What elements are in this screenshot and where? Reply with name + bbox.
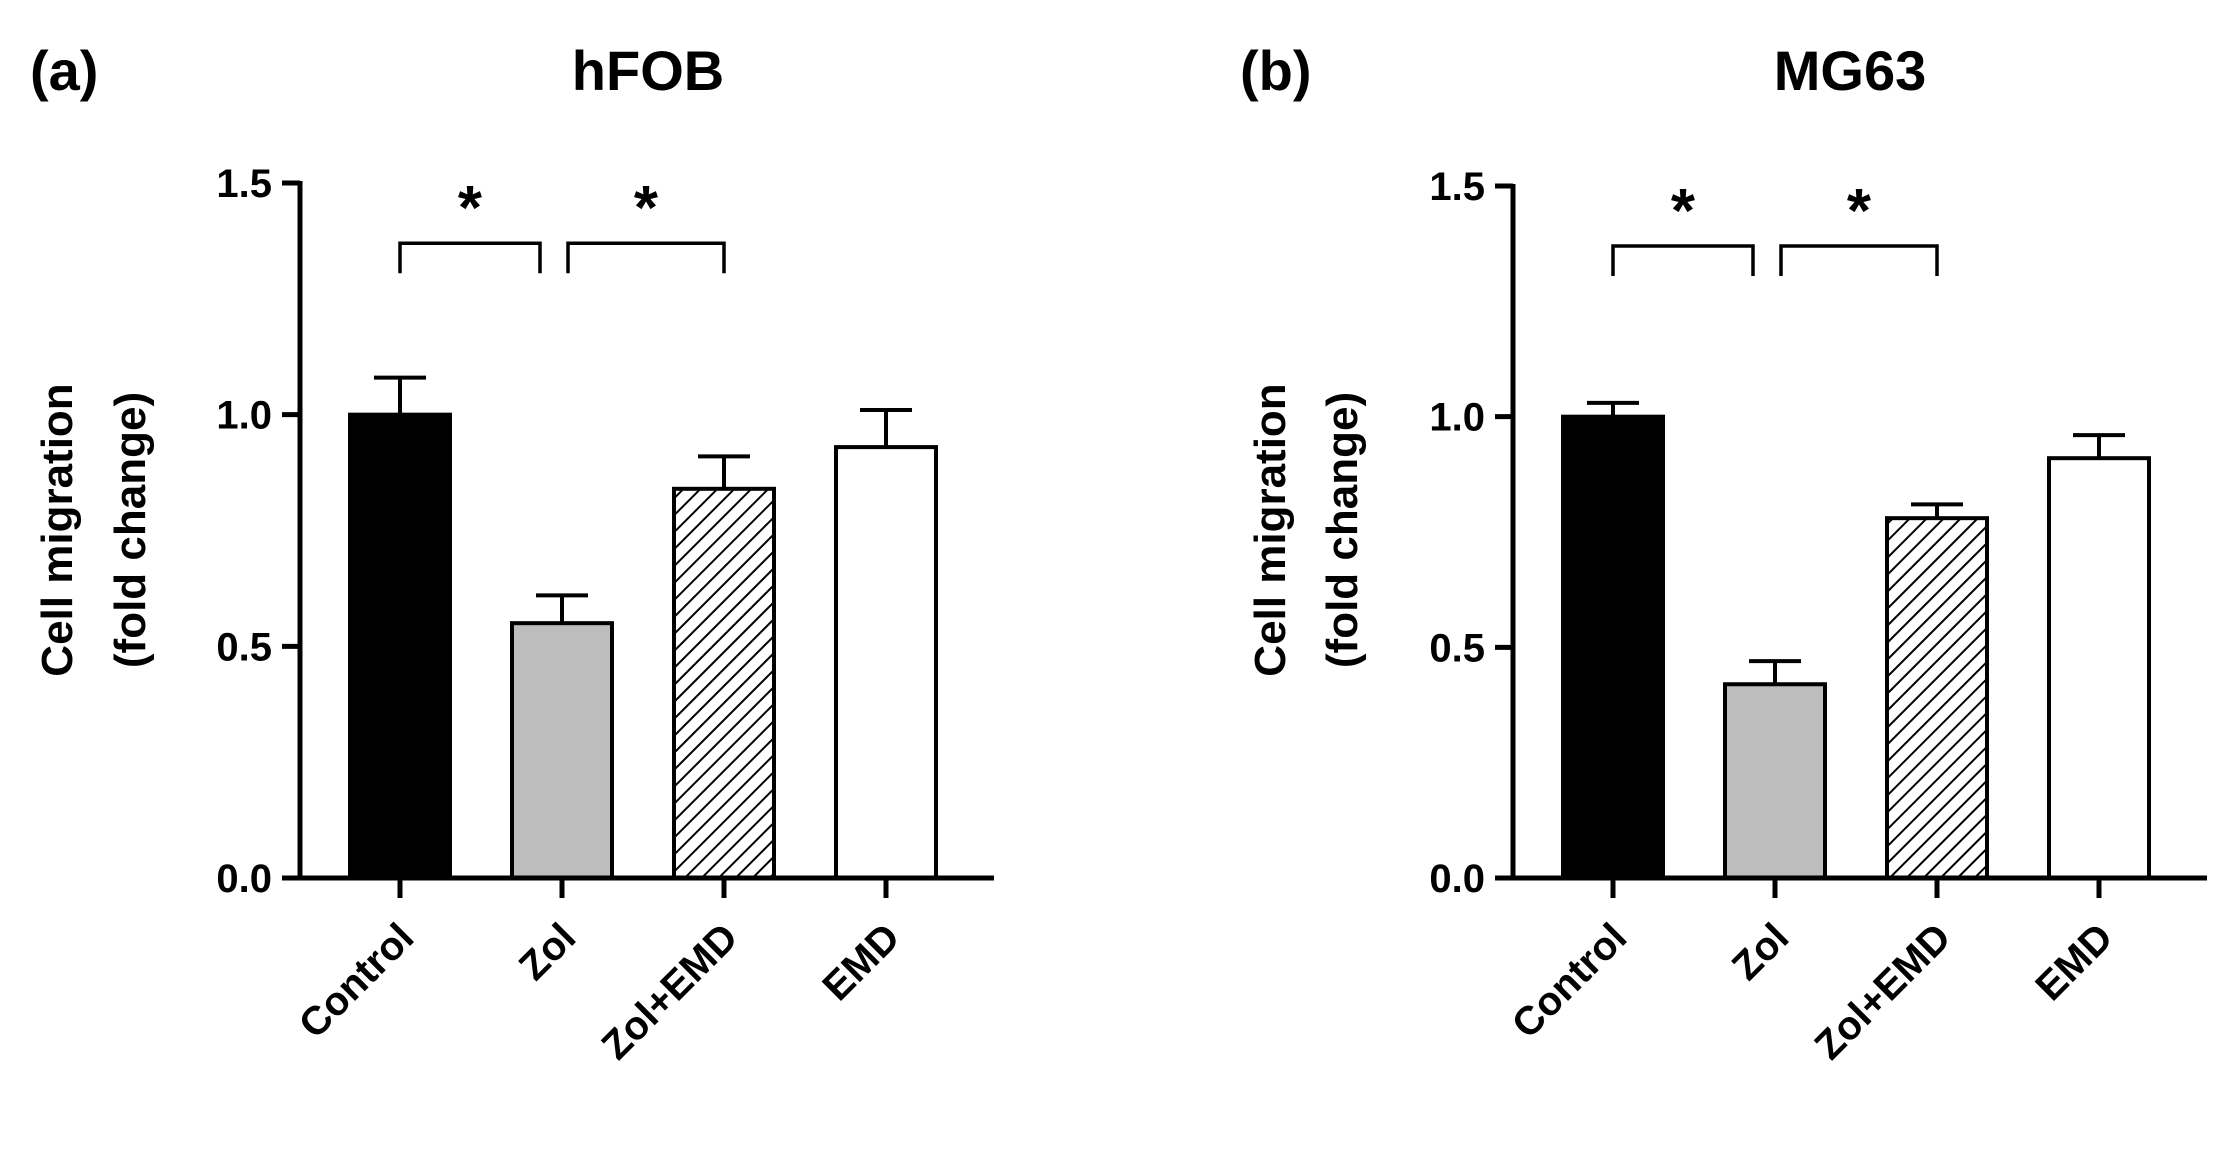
- bar-control: [348, 412, 452, 880]
- significance-bracket: [1611, 244, 1755, 276]
- bar-emd: [834, 445, 938, 880]
- bar-zol-emd: [672, 486, 776, 880]
- y-tick-label: 1.5: [1429, 165, 1485, 209]
- y-axis-title-line-2: (fold change): [106, 392, 155, 668]
- y-tick-label: 0.5: [216, 625, 272, 669]
- bar-zol: [510, 621, 614, 881]
- y-axis-title-line-1: Cell migration: [33, 383, 82, 676]
- significance-star: *: [634, 174, 659, 243]
- panel-label: (b): [1240, 39, 1312, 102]
- y-tick-label: 0.0: [1429, 857, 1485, 901]
- significance-bracket: [1779, 244, 1939, 276]
- x-tick-label-control: Control: [291, 915, 423, 1047]
- chart-title: MG63: [1774, 39, 1927, 102]
- x-tick-label-zol: Zol: [1724, 915, 1798, 989]
- y-axis-title-line-2: (fold change): [1318, 392, 1367, 668]
- y-tick-label: 0.0: [216, 857, 272, 901]
- panel-label: (a): [30, 39, 98, 102]
- y-tick-label: 1.5: [216, 162, 272, 206]
- significance-star: *: [458, 174, 483, 243]
- y-axis-title-line-1: Cell migration: [1246, 383, 1295, 676]
- y-tick-label: 1.0: [216, 394, 272, 438]
- chart-panel-a: (a) hFOB Cell migration (fold change) 0.0 0.5…: [30, 39, 994, 1068]
- chart-panel-b: (b) MG63 Cell migration (fold change) 0.0 0.5…: [1240, 39, 2207, 1068]
- x-tick-label-zol-emd: Zol+EMD: [593, 915, 746, 1068]
- x-tick-label-emd: EMD: [2027, 915, 2121, 1009]
- x-tick-label-zol-emd: Zol+EMD: [1806, 915, 1959, 1068]
- significance-bracket: [398, 241, 542, 274]
- significance-star: *: [1847, 177, 1872, 246]
- x-tick-label-zol: Zol: [511, 915, 585, 989]
- bar-emd: [2047, 456, 2151, 880]
- x-tick-label-control: Control: [1504, 915, 1636, 1047]
- y-tick-label: 0.5: [1429, 626, 1485, 670]
- significance-bracket: [566, 241, 726, 274]
- bar-control: [1561, 414, 1665, 880]
- y-tick-label: 1.0: [1429, 396, 1485, 440]
- bar-zol-emd: [1885, 516, 1989, 880]
- significance-star: *: [1671, 177, 1696, 246]
- bar-zol: [1723, 682, 1827, 880]
- chart-title: hFOB: [572, 39, 724, 102]
- x-tick-label-emd: EMD: [814, 915, 908, 1009]
